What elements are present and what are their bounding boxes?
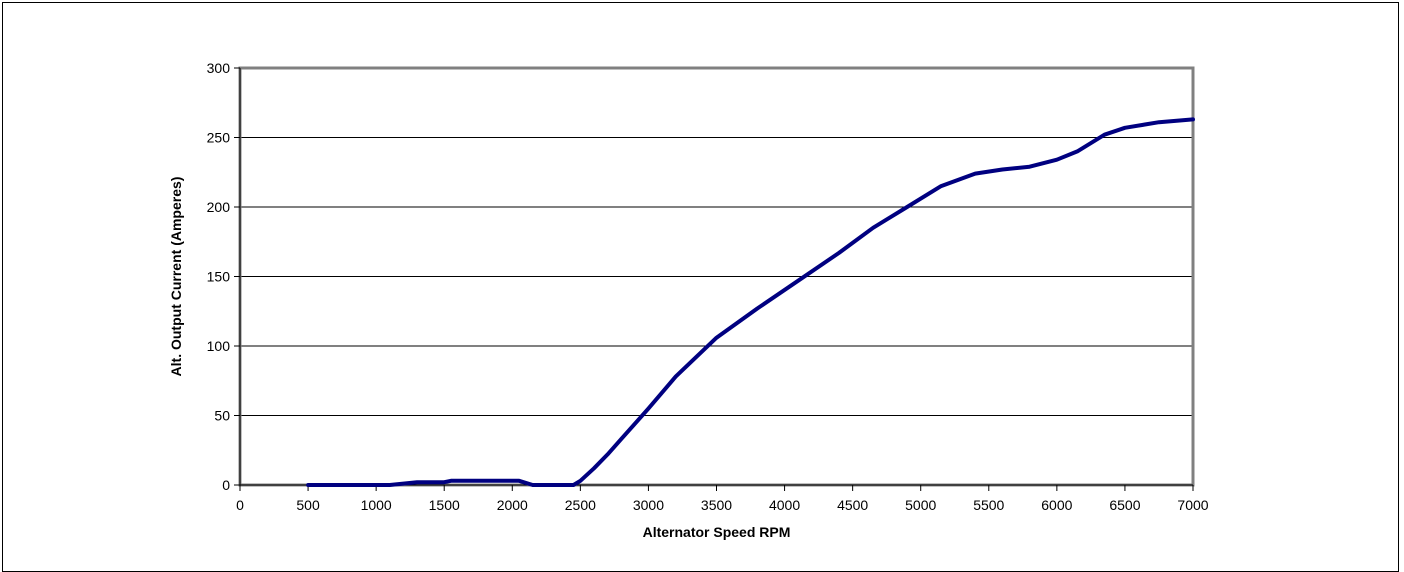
y-tick-label: 100 — [207, 338, 231, 354]
x-tick-label: 5500 — [973, 497, 1004, 513]
y-tick-label: 300 — [207, 60, 231, 76]
x-tick-label: 6500 — [1109, 497, 1140, 513]
series-line — [306, 117, 1195, 487]
x-tick-label: 0 — [236, 497, 244, 513]
x-tick-label: 7000 — [1177, 497, 1208, 513]
y-tick-label: 150 — [207, 269, 231, 285]
y-tick-label: 50 — [214, 408, 230, 424]
x-tick-label: 1000 — [361, 497, 392, 513]
x-tick-label: 3000 — [633, 497, 664, 513]
x-tick-label: 2500 — [565, 497, 596, 513]
x-tick-label: 4500 — [837, 497, 868, 513]
x-tick-label: 1500 — [429, 497, 460, 513]
y-tick-label: 0 — [222, 477, 230, 493]
x-tick-label: 2000 — [497, 497, 528, 513]
x-tick-label: 5000 — [905, 497, 936, 513]
y-axis-title: Alt. Output Current (Amperes) — [168, 177, 184, 377]
x-tick-label: 6000 — [1041, 497, 1072, 513]
y-tick-label: 250 — [207, 130, 231, 146]
gridlines — [240, 137, 1193, 416]
x-axis-title: Alternator Speed RPM — [643, 524, 791, 540]
x-tick-label: 500 — [296, 497, 320, 513]
series-layer — [306, 117, 1195, 487]
x-tick-label: 3500 — [701, 497, 732, 513]
x-tick-label: 4000 — [769, 497, 800, 513]
y-tick-label: 200 — [207, 199, 231, 215]
